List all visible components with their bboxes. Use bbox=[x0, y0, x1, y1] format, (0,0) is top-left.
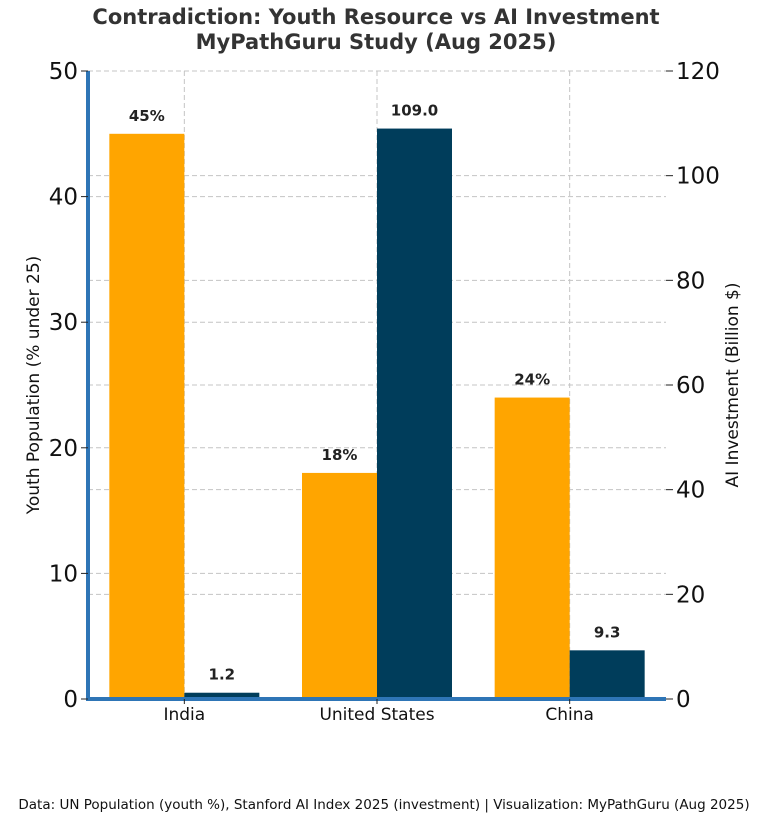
bars bbox=[109, 128, 645, 700]
bar-india-left bbox=[109, 133, 185, 700]
data-label: 1.2 bbox=[209, 666, 236, 684]
chart: Contradiction: Youth Resource vs AI Inve… bbox=[24, 5, 743, 725]
bar-china-left bbox=[494, 397, 570, 699]
y-right-tick-label: 80 bbox=[676, 268, 705, 294]
y-left-tick-label: 40 bbox=[49, 185, 78, 211]
y-right-tick-label: 40 bbox=[676, 478, 705, 504]
x-tick-label: India bbox=[163, 705, 205, 725]
y-right-tick-label: 0 bbox=[676, 687, 691, 713]
y-right-tick-label: 120 bbox=[676, 59, 720, 85]
data-label: 24% bbox=[514, 371, 550, 389]
y-left-tick-label: 0 bbox=[63, 687, 78, 713]
bar-united-states-right bbox=[377, 128, 452, 700]
y-right-tick-label: 100 bbox=[676, 164, 720, 190]
y-left-tick-label: 30 bbox=[49, 310, 78, 336]
y-left-tick-label: 20 bbox=[49, 436, 78, 462]
y-left-tick-label: 50 bbox=[49, 59, 78, 85]
x-tick-label: China bbox=[545, 705, 594, 725]
footer-source: Data: UN Population (youth %), Stanford … bbox=[18, 797, 750, 813]
data-label: 9.3 bbox=[594, 623, 621, 641]
y-axis-left-label: Youth Population (% under 25) bbox=[24, 256, 44, 516]
tick-labels: India United States China 0 10 20 30 40 50 0 20 40 6… bbox=[49, 59, 720, 725]
data-labels: 45% 1.2 18% 109.0 24% 9.3 bbox=[129, 102, 621, 684]
data-label: 18% bbox=[322, 446, 358, 464]
y-left-tick-label: 10 bbox=[49, 561, 78, 587]
y-axis-right-label: AI Investment (Billion $) bbox=[723, 283, 743, 488]
data-label: 45% bbox=[129, 107, 165, 125]
bar-india-right bbox=[184, 692, 260, 699]
bar-china-right bbox=[569, 650, 645, 699]
y-right-tick-label: 20 bbox=[676, 582, 705, 608]
bar-united-states-left bbox=[302, 472, 377, 699]
y-right-tick-label: 60 bbox=[676, 373, 705, 399]
chart-title-line2: MyPathGuru Study (Aug 2025) bbox=[196, 30, 557, 54]
data-label: 109.0 bbox=[391, 102, 438, 120]
x-tick-label: United States bbox=[319, 705, 434, 725]
chart-title-line1: Contradiction: Youth Resource vs AI Inve… bbox=[92, 5, 659, 29]
